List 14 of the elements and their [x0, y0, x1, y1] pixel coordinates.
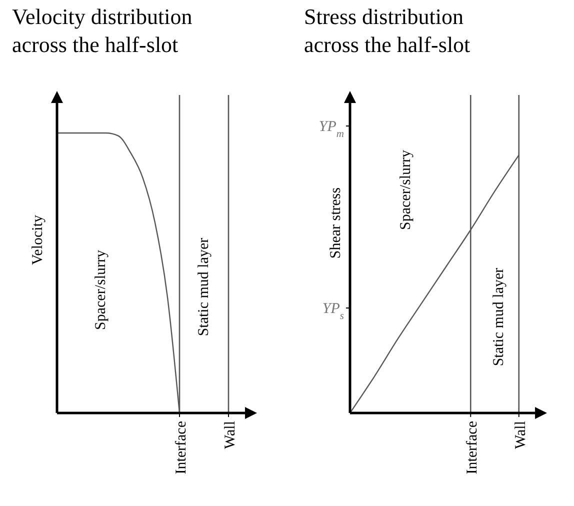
annotation: Spacer/slurry [93, 250, 109, 330]
x-tick-label: Interface [464, 420, 481, 474]
x-tick-label: Wall [222, 421, 238, 449]
annotation: Static mud layer [196, 238, 212, 336]
text: YP$_{s}$ [322, 301, 344, 322]
chart-title: Stress distribution across the half-slot [304, 4, 470, 57]
annotation: Spacer/slurry [398, 150, 414, 230]
chart-title: Velocity distribution across the half-slot [12, 4, 192, 57]
text: YP$_{m}$ [318, 119, 344, 140]
x-tick-label: Wall [512, 421, 529, 449]
y-axis-title: Shear stress [328, 187, 344, 259]
x-tick-label: Interface [174, 420, 190, 474]
y-axis-title: Velocity [30, 214, 46, 265]
annotation: Static mud layer [491, 268, 507, 366]
